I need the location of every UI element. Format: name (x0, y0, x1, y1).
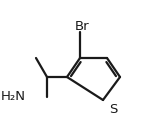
Text: S: S (109, 103, 117, 116)
Text: H₂N: H₂N (1, 91, 26, 104)
Text: Br: Br (75, 20, 89, 33)
